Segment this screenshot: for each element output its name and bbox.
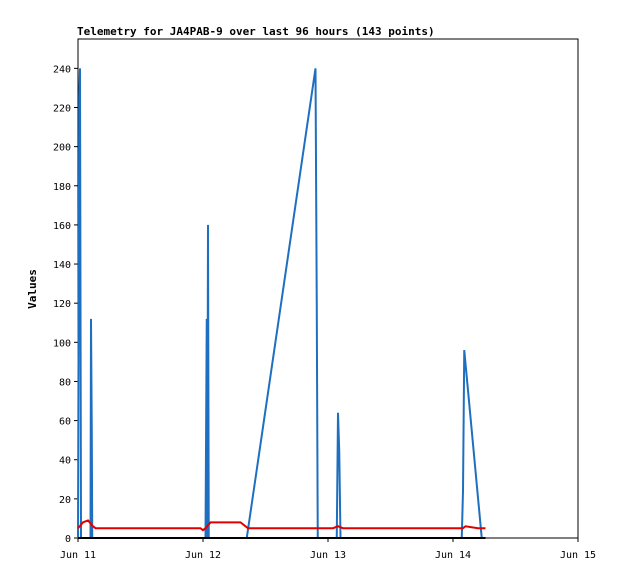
y-tick-label: 0 <box>65 534 71 545</box>
y-tick-label: 60 <box>59 417 71 428</box>
y-axis-label: Values <box>26 269 39 309</box>
y-tick-label: 200 <box>53 143 71 154</box>
x-tick-label: Jun 14 <box>435 550 471 561</box>
x-tick-label: Jun 15 <box>560 550 596 561</box>
series-line <box>77 68 483 539</box>
y-tick-label: 180 <box>53 182 71 193</box>
chart-title: Telemetry for JA4PAB-9 over last 96 hour… <box>77 25 435 38</box>
x-tick-label: Jun 11 <box>60 550 96 561</box>
y-tick-label: 100 <box>53 338 71 349</box>
y-tick-label: 240 <box>53 64 71 75</box>
series-line <box>77 519 486 532</box>
x-tick-label: Jun 13 <box>310 550 346 561</box>
y-tick-label: 40 <box>59 456 71 467</box>
plot-frame <box>77 38 579 539</box>
y-tick-label: 120 <box>53 299 71 310</box>
x-tick-label: Jun 12 <box>185 550 221 561</box>
y-tick-label: 160 <box>53 221 71 232</box>
y-tick-label: 20 <box>59 495 71 506</box>
y-tick-label: 80 <box>59 377 71 388</box>
y-tick-label: 220 <box>53 103 71 114</box>
y-tick-label: 140 <box>53 260 71 271</box>
